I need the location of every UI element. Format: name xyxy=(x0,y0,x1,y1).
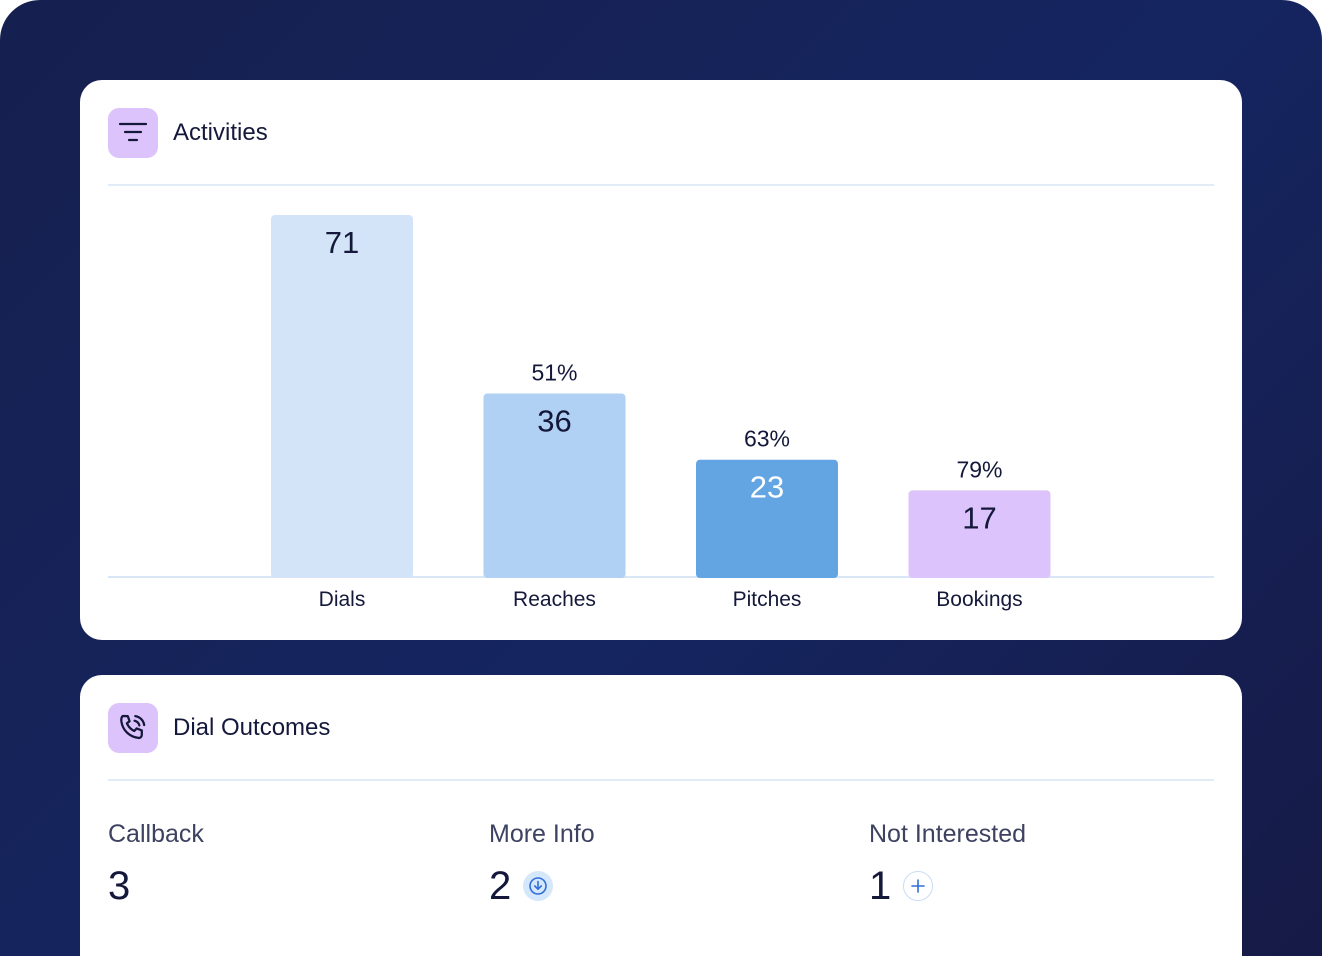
activities-header: Activities xyxy=(108,108,268,158)
conversion-rate-label: 79% xyxy=(956,456,1002,482)
category-label: Bookings xyxy=(936,588,1022,611)
outcome-not-interested: Not Interested 1 xyxy=(869,820,1026,909)
filter-icon xyxy=(108,108,158,158)
bar-reaches[interactable] xyxy=(483,393,626,578)
outcome-label: More Info xyxy=(489,820,595,848)
phone-call-icon xyxy=(108,703,158,753)
bar-value-label: 36 xyxy=(537,403,571,438)
outcome-callback: Callback 3 xyxy=(108,820,204,909)
category-label: Reaches xyxy=(513,588,596,611)
outcome-value: 2 xyxy=(489,864,512,908)
outcome-more-info: More Info 2 xyxy=(489,820,595,909)
bar-value-label: 17 xyxy=(962,500,996,535)
download-circle-icon[interactable] xyxy=(523,871,554,901)
conversion-rate-label: 51% xyxy=(531,359,577,385)
bar-pitches[interactable] xyxy=(696,459,838,578)
dial-outcomes-header: Dial Outcomes xyxy=(108,703,330,753)
conversion-rate-label: 63% xyxy=(744,426,790,452)
category-label: Dials xyxy=(319,588,366,611)
plus-circle-icon[interactable] xyxy=(903,871,934,901)
bar-bookings[interactable] xyxy=(908,490,1051,578)
dial-outcomes-card: Dial Outcomes Callback 3 More Info 2 xyxy=(80,675,1242,956)
outcome-label: Callback xyxy=(108,820,204,848)
activities-card: Activities 71 Dials 36 51% Reaches 23 63% Pitch… xyxy=(80,80,1242,640)
bar-dials[interactable] xyxy=(271,215,413,578)
outcome-value: 1 xyxy=(869,864,892,908)
dial-outcomes-divider xyxy=(108,779,1214,781)
outcome-value: 3 xyxy=(108,864,131,908)
outcome-label: Not Interested xyxy=(869,820,1027,848)
activities-bar-chart: 71 Dials 36 51% Reaches 23 63% Pitches 17 79% Book… xyxy=(108,215,1214,611)
activities-title: Activities xyxy=(173,119,268,146)
activities-divider xyxy=(108,184,1214,186)
bar-value-label: 71 xyxy=(325,225,359,260)
dial-outcomes-title: Dial Outcomes xyxy=(173,714,331,741)
bar-value-label: 23 xyxy=(750,470,784,505)
category-label: Pitches xyxy=(733,588,802,611)
